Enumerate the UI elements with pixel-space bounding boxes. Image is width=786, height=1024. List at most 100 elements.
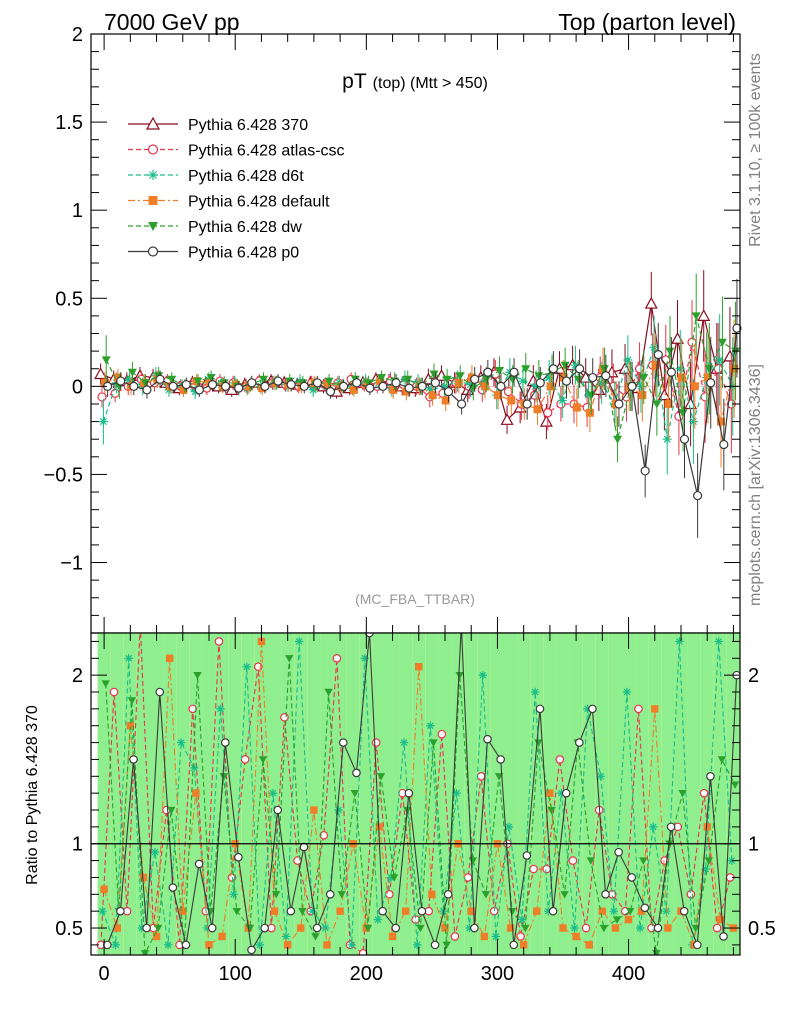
- data-point: [179, 385, 188, 394]
- ratio-point: [639, 857, 648, 865]
- ratio-y-tick-label: 1: [72, 834, 83, 856]
- ratio-point: [712, 923, 722, 933]
- uncertainty-band-inner: [569, 633, 583, 955]
- ratio-point: [519, 941, 528, 949]
- ratio-point: [533, 907, 541, 915]
- ratio-point: [193, 671, 202, 680]
- ratio-point: [194, 859, 204, 869]
- y-tick-label: 1.5: [55, 112, 83, 134]
- ratio-point: [229, 890, 238, 899]
- ratio-point: [506, 924, 515, 932]
- ratio-point: [352, 768, 361, 778]
- ratio-series-layer: [96, 633, 740, 955]
- ratio-point: [232, 907, 242, 916]
- ratio-point: [399, 738, 409, 747]
- data-point: [496, 381, 506, 391]
- data-point: [717, 417, 726, 426]
- data-point: [443, 387, 454, 397]
- data-point: [470, 374, 480, 384]
- ratio-point: [426, 721, 435, 730]
- ratio-point: [572, 932, 580, 941]
- data-point: [430, 378, 440, 388]
- data-point: [365, 383, 375, 393]
- data-point: [312, 378, 322, 388]
- data-point: [666, 367, 676, 377]
- data-point: [127, 368, 137, 377]
- ratio-point: [214, 637, 224, 646]
- uncertainty-band-inner: [504, 633, 518, 955]
- ratio-point: [570, 923, 579, 933]
- ratio-point: [609, 906, 619, 916]
- ratio-point: [412, 940, 422, 950]
- uncertainty-band-inner: [608, 633, 622, 955]
- ratio-point: [624, 915, 633, 924]
- ratio-point: [376, 773, 386, 781]
- ratio-point: [428, 890, 436, 899]
- ratio-point: [441, 924, 449, 932]
- ratio-panel: 2 2 1 1 0.5 0.5 0 100 200 300 400: [55, 632, 776, 985]
- ratio-point: [494, 773, 504, 781]
- main-panel: 2 1.5 1 0.5 0 −0.5 −1 pT (top) (Mtt > 450) (MC_…: [44, 24, 742, 634]
- data-point: [483, 367, 493, 377]
- ratio-point: [547, 806, 556, 815]
- data-point: [181, 379, 191, 390]
- ratio-point: [706, 771, 715, 781]
- ratio-point: [219, 773, 228, 781]
- data-point: [627, 381, 637, 391]
- ratio-point: [529, 864, 538, 874]
- data-point: [662, 434, 672, 444]
- ratio-y-tick-label: 0.5: [55, 918, 83, 940]
- ratio-y-tick-label: 2: [72, 665, 83, 687]
- legend-item: Pythia 6.428 dw: [128, 219, 302, 236]
- data-point: [455, 372, 465, 381]
- ratio-point: [391, 923, 401, 933]
- ratio-point: [323, 941, 331, 949]
- ratio-point: [139, 873, 148, 882]
- data-point: [534, 372, 544, 381]
- ratio-point: [596, 772, 605, 781]
- data-point: [639, 374, 649, 383]
- data-point: [697, 309, 711, 321]
- uncertainty-band-inner: [582, 633, 596, 955]
- main-title: pT (top) (Mtt > 450): [342, 70, 488, 93]
- ratio-point: [544, 906, 553, 916]
- uncertainty-band-inner: [713, 633, 727, 955]
- ratio-point: [137, 923, 147, 933]
- y-tick-label: 2: [72, 24, 83, 46]
- ratio-point: [205, 941, 213, 949]
- ratio-point: [637, 907, 646, 915]
- data-point: [377, 374, 387, 383]
- data-point: [584, 390, 594, 400]
- data-point: [664, 399, 673, 408]
- data-point: [691, 312, 701, 321]
- ratio-point: [443, 890, 453, 899]
- ratio-point: [691, 924, 700, 933]
- ratio-point: [627, 873, 637, 882]
- ratio-point: [308, 906, 317, 916]
- ratio-point: [385, 890, 394, 899]
- ratio-point: [675, 637, 684, 646]
- ratio-point: [666, 822, 676, 832]
- ratio-point: [719, 932, 728, 941]
- ratio-point: [190, 763, 199, 773]
- data-point: [167, 375, 177, 384]
- data-point: [653, 350, 663, 360]
- rivet-label: Rivet 3.1.10, ≥ 100k events: [747, 53, 764, 247]
- ratio-point: [417, 906, 427, 916]
- main-ticks: 2 1.5 1 0.5 0 −0.5 −1: [44, 24, 740, 634]
- ratio-point: [516, 932, 525, 941]
- ratio-point: [270, 907, 279, 915]
- ratio-point: [496, 755, 505, 764]
- ratio-point: [240, 755, 250, 764]
- data-point: [441, 396, 450, 405]
- ratio-point: [701, 864, 710, 874]
- ratio-point: [583, 704, 592, 714]
- uncertainty-band-inner: [254, 633, 268, 955]
- ratio-point: [651, 705, 659, 713]
- y-tick-label: 1: [72, 200, 83, 222]
- data-point: [585, 408, 594, 417]
- data-point: [509, 367, 519, 377]
- ratio-point: [521, 924, 530, 933]
- uncertainty-band-inner: [412, 633, 426, 955]
- data-point: [442, 375, 452, 384]
